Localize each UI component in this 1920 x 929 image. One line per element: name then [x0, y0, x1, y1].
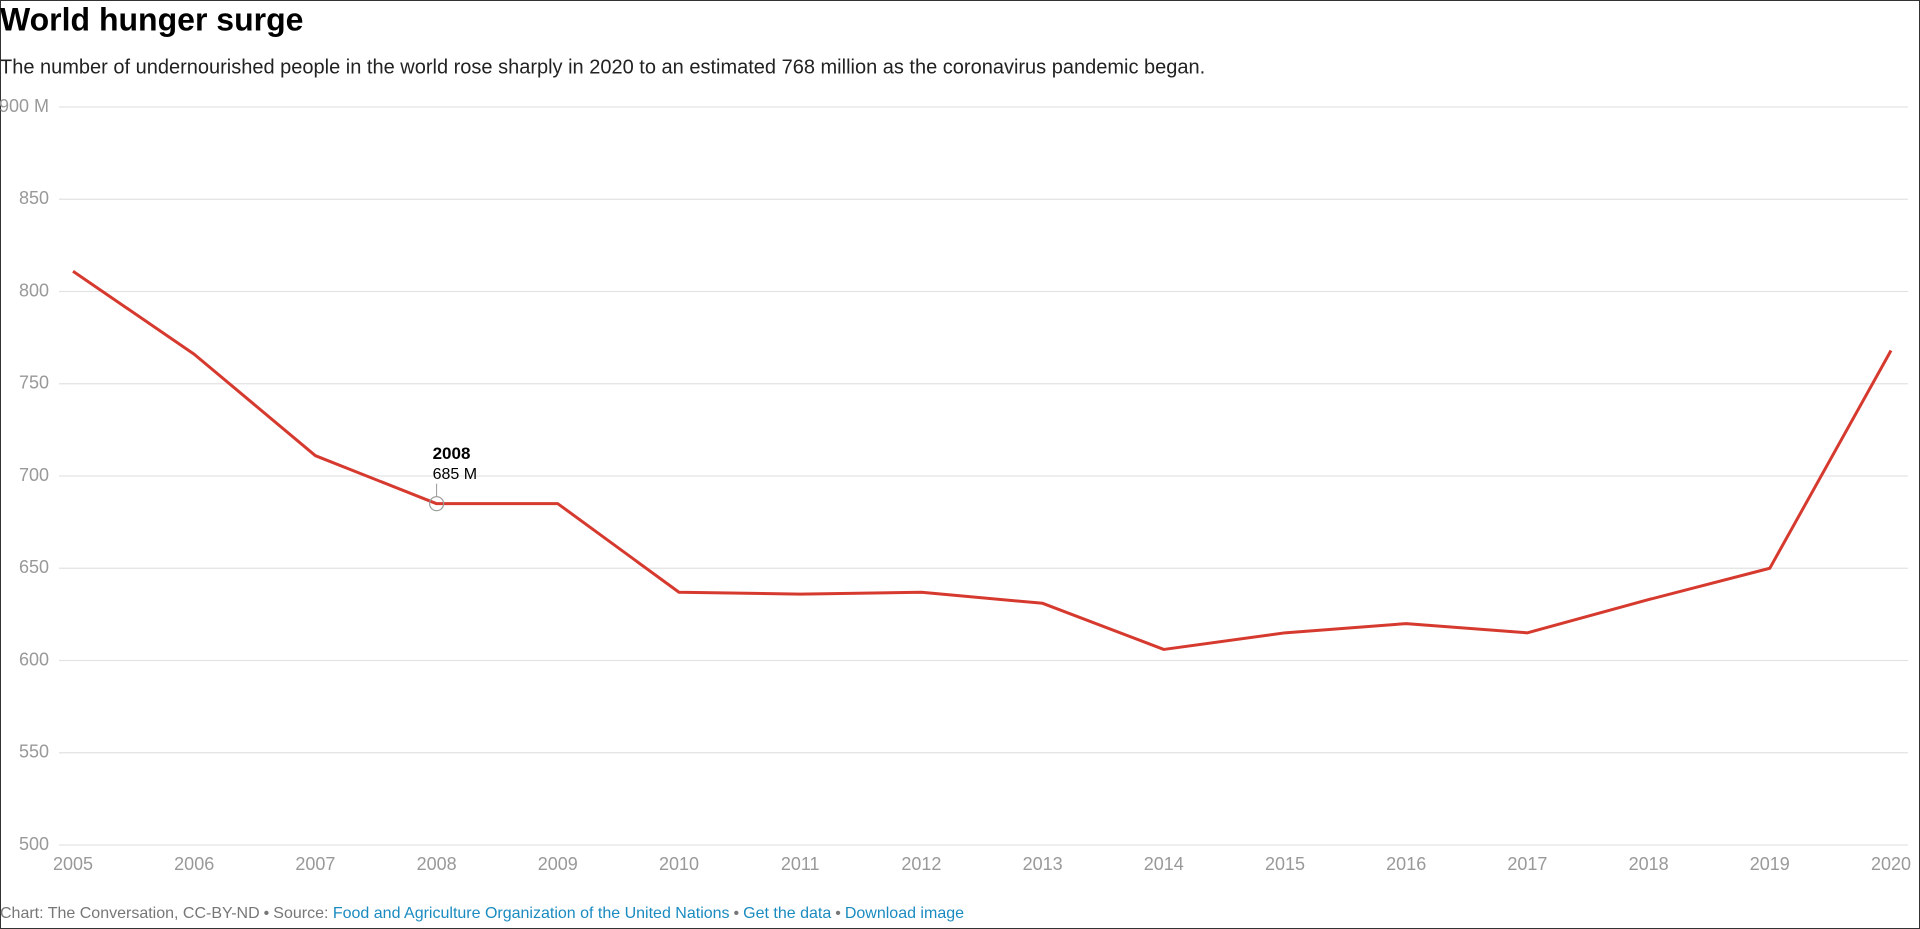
x-tick-label: 2011	[781, 854, 820, 874]
data-link[interactable]: Get the data	[743, 905, 832, 922]
y-tick-label: 750	[19, 373, 49, 393]
y-tick-label: 850	[19, 188, 49, 208]
y-tick-label: 650	[19, 557, 49, 577]
x-tick-label: 2015	[1265, 854, 1305, 874]
y-tick-label: 550	[19, 742, 49, 762]
x-tick-label: 2009	[538, 854, 578, 874]
x-tick-label: 2008	[417, 854, 457, 874]
y-tick-label: 800	[19, 280, 49, 300]
x-tick-label: 2007	[295, 854, 335, 874]
separator: •	[733, 905, 740, 922]
credit: Chart: The Conversation, CC-BY-ND	[0, 905, 260, 922]
x-tick-label: 2012	[901, 854, 941, 874]
x-tick-label: 2010	[659, 854, 699, 874]
x-tick-label: 2018	[1629, 854, 1669, 874]
image-link[interactable]: Download image	[844, 905, 965, 922]
separator: •	[835, 905, 841, 922]
x-tick-label: 2017	[1507, 854, 1547, 874]
tooltip-title: 2008	[433, 444, 471, 463]
y-tick-label: 700	[19, 465, 49, 485]
x-tick-label: 2016	[1386, 854, 1426, 874]
x-tick-label: 2019	[1750, 854, 1790, 874]
separator: •	[263, 905, 270, 922]
source-label: Source:	[273, 905, 329, 922]
chart-subtitle: The number of undernourished people in t…	[0, 56, 1205, 78]
x-tick-label: 2014	[1144, 854, 1184, 874]
data-line	[72, 269, 1893, 651]
tooltip-marker	[429, 496, 445, 512]
footer: Chart: The Conversation, CC-BY-ND • Source…	[0, 905, 964, 923]
y-tick-label: 600	[19, 649, 49, 669]
x-tick-label: 2006	[174, 854, 214, 874]
x-tick-label: 2013	[1023, 854, 1063, 874]
chart-title: World hunger surge	[0, 1, 303, 37]
y-tick-label: 900 M	[0, 96, 49, 116]
source-link[interactable]: Food and Agriculture Organization of the…	[332, 905, 730, 922]
x-tick-label: 2005	[53, 854, 93, 874]
y-tick-label: 500	[19, 834, 49, 854]
x-tick-label: 2020	[1871, 854, 1911, 874]
tooltip-label: 685 M	[433, 466, 477, 483]
